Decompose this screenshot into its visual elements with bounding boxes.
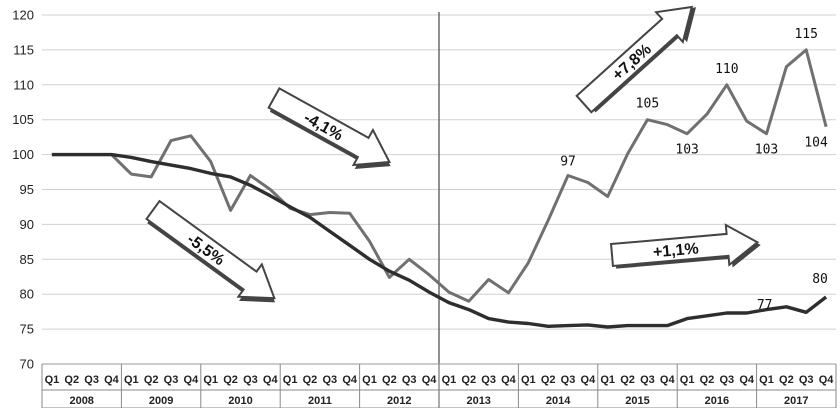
x-tick-label: Q4 — [660, 374, 676, 386]
x-tick-label: Q1 — [362, 374, 377, 386]
arrow-shape — [145, 199, 276, 300]
x-tick-label: Q2 — [223, 374, 238, 386]
arrow-shape — [609, 223, 760, 268]
x-tick-label: Q3 — [84, 374, 99, 386]
y-tick-label: 95 — [20, 182, 34, 197]
x-tick-label: Q2 — [64, 374, 79, 386]
x-tick-label: Q4 — [422, 374, 438, 386]
data-label: 115 — [794, 27, 817, 42]
x-tick-label: Q1 — [283, 374, 298, 386]
x-tick-label: Q4 — [104, 374, 120, 386]
x-tick-label: Q3 — [719, 374, 734, 386]
x-tick-label: Q3 — [640, 374, 655, 386]
year-label: 2013 — [466, 395, 490, 407]
x-tick-label: Q3 — [481, 374, 496, 386]
data-label: 80 — [812, 272, 828, 287]
year-label: 2014 — [546, 395, 571, 407]
data-label: 105 — [636, 97, 659, 112]
x-tick-label: Q2 — [382, 374, 397, 386]
data-label: 103 — [755, 143, 778, 158]
y-tick-label: 85 — [20, 252, 34, 267]
x-axis: Q1 Q2 Q3 Q4 Q1 Q2 Q3 Q4 Q1 Q2 Q3 Q4 Q1 Q2 Q3 Q4 Q1 Q2 Q3 Q4… — [41, 363, 837, 408]
y-tick-label: 120 — [12, 8, 34, 23]
x-tick-label: Q3 — [164, 374, 179, 386]
gridlines — [42, 12, 836, 408]
x-tick-label: Q4 — [342, 374, 358, 386]
year-label: 2012 — [387, 395, 411, 407]
x-tick-label: Q4 — [501, 374, 517, 386]
trend-arrow: -4,1% — [267, 87, 392, 170]
data-label: 103 — [675, 143, 698, 158]
data-label: 97 — [560, 155, 576, 170]
series-line — [51, 152, 828, 329]
year-label: 2015 — [625, 395, 649, 407]
x-tick-label: Q3 — [561, 374, 576, 386]
x-tick-label: Q3 — [799, 374, 814, 386]
x-tick-label: Q2 — [541, 374, 556, 386]
y-tick-label: 115 — [13, 42, 34, 57]
x-tick-label: Q4 — [263, 374, 279, 386]
x-tick-label: Q1 — [600, 374, 615, 386]
year-label: 2017 — [784, 395, 808, 407]
year-label: 2010 — [228, 395, 252, 407]
x-tick-label: Q1 — [124, 374, 139, 386]
data-label: 104 — [804, 136, 828, 151]
x-tick-label: Q3 — [322, 374, 337, 386]
x-tick-label: Q1 — [442, 374, 457, 386]
y-tick-label: 105 — [12, 112, 34, 127]
arrow-shape — [575, 5, 694, 114]
series-line — [51, 48, 828, 303]
x-tick-label: Q4 — [819, 374, 835, 386]
trend-arrow: +1,1% — [609, 223, 761, 269]
x-tick-label: Q4 — [184, 374, 200, 386]
x-tick-label: Q1 — [521, 374, 536, 386]
x-tick-label: Q2 — [620, 374, 635, 386]
y-tick-label: 100 — [12, 147, 34, 162]
x-tick-label: Q1 — [203, 374, 218, 386]
arrow-label: +1,1% — [652, 240, 699, 261]
x-tick-label: Q2 — [461, 374, 476, 386]
trend-arrows: -4,1%-5,5%+7,8%+1,1% — [145, 5, 761, 303]
year-label: 2011 — [308, 395, 332, 407]
x-tick-label: Q3 — [402, 374, 417, 386]
x-tick-label: Q2 — [303, 374, 318, 386]
data-label: 77 — [757, 298, 773, 313]
x-tick-label: Q2 — [144, 374, 159, 386]
year-label: 2016 — [705, 395, 729, 407]
x-tick-label: Q2 — [779, 374, 794, 386]
y-tick-label: 70 — [20, 357, 34, 372]
y-tick-label: 90 — [20, 217, 34, 232]
data-label: 110 — [715, 62, 738, 77]
x-tick-label: Q1 — [759, 374, 774, 386]
arrow-shape — [267, 87, 392, 167]
x-tick-label: Q2 — [700, 374, 715, 386]
x-tick-label: Q3 — [243, 374, 258, 386]
y-tick-label: 75 — [20, 322, 34, 337]
year-label: 2009 — [149, 395, 173, 407]
year-label: 2008 — [69, 395, 93, 407]
x-tick-label: Q1 — [680, 374, 695, 386]
y-tick-label: 80 — [20, 287, 34, 302]
y-tick-label: 110 — [13, 77, 34, 92]
data-labels: 97 105 103 110 103 115 104 77 80 — [560, 27, 828, 313]
x-tick-label: Q1 — [45, 374, 60, 386]
series-lines — [51, 48, 828, 329]
x-tick-label: Q4 — [739, 374, 755, 386]
x-tick-label: Q4 — [581, 374, 597, 386]
y-axis: 70 75 80 85 90 95 100 105 110 115 120 — [12, 8, 34, 372]
trend-arrow: -5,5% — [145, 199, 276, 303]
